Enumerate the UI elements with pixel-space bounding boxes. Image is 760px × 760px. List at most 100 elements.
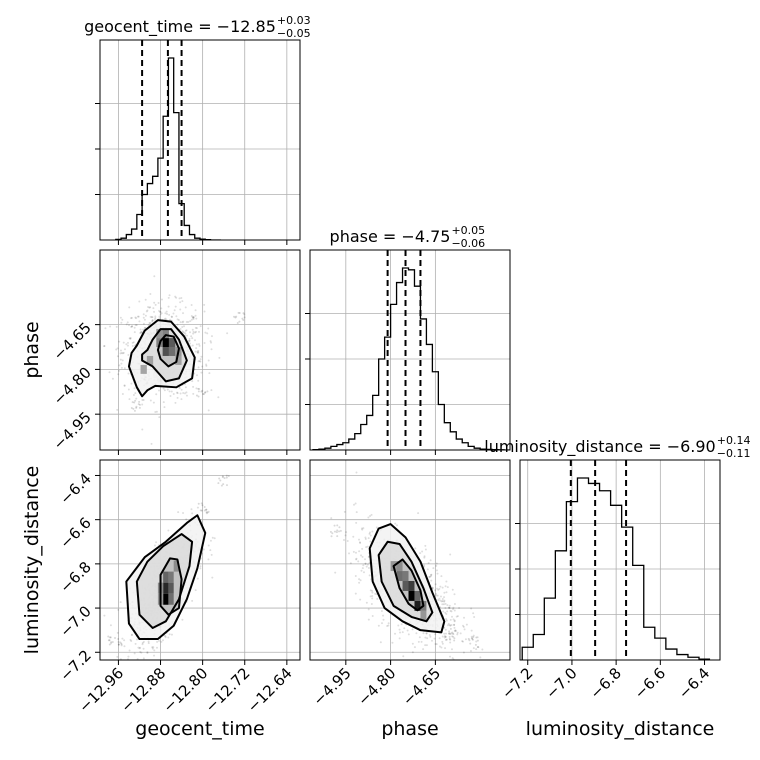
histogram-step xyxy=(521,477,711,660)
scatter-point xyxy=(476,639,479,642)
scatter-point xyxy=(138,647,141,650)
scatter-point xyxy=(184,392,187,395)
scatter-point xyxy=(184,329,187,332)
scatter-point xyxy=(155,393,158,396)
scatter-point xyxy=(367,516,370,519)
contour-line xyxy=(135,533,194,629)
scatter-point xyxy=(158,315,161,318)
scatter-point xyxy=(355,557,358,560)
scatter-point xyxy=(210,389,213,392)
scatter-point xyxy=(147,642,150,645)
scatter-point xyxy=(462,651,465,654)
scatter-point xyxy=(188,337,191,340)
scatter-point xyxy=(241,317,244,320)
scatter-point xyxy=(132,393,135,396)
scatter-point xyxy=(338,526,341,529)
scatter-point xyxy=(151,320,154,323)
scatter-point xyxy=(446,610,449,613)
scatter-point xyxy=(152,646,155,649)
scatter-point xyxy=(191,380,194,383)
scatter-point xyxy=(430,579,433,582)
scatter-point xyxy=(402,655,405,658)
scatter-point xyxy=(210,348,213,351)
scatter-point xyxy=(181,325,184,328)
panel-frame xyxy=(99,459,301,661)
scatter-point xyxy=(142,399,145,402)
panel-frame xyxy=(309,459,511,661)
scatter-point xyxy=(338,530,341,533)
scatter-point xyxy=(432,567,435,570)
scatter-point xyxy=(467,637,470,640)
scatter-point xyxy=(441,603,444,606)
scatter-point xyxy=(201,365,204,368)
scatter-point xyxy=(453,639,456,642)
histogram-step xyxy=(312,267,510,450)
scatter-point xyxy=(236,321,239,324)
scatter-point xyxy=(371,615,374,618)
title-sub: −0.05 xyxy=(277,27,311,40)
scatter-point xyxy=(361,547,364,550)
scatter-point xyxy=(174,295,177,298)
scatter-point xyxy=(163,318,166,321)
scatter-point xyxy=(134,667,136,669)
scatter-point xyxy=(445,612,448,615)
scatter-point xyxy=(371,594,374,597)
scatter-point xyxy=(137,646,140,649)
scatter-point xyxy=(448,635,451,638)
scatter-point xyxy=(203,303,206,306)
scatter-point xyxy=(471,637,474,640)
scatter-point xyxy=(181,618,184,621)
scatter-point xyxy=(120,643,123,646)
scatter-point xyxy=(135,324,138,327)
panel-title: luminosity_distance = −6.90 +0.14−0.11 xyxy=(484,434,750,460)
scatter-point xyxy=(139,646,142,649)
scatter-point xyxy=(174,401,177,404)
scatter-point xyxy=(364,558,367,561)
scatter-point xyxy=(451,635,454,638)
scatter-point xyxy=(425,632,428,635)
scatter-point xyxy=(146,651,149,654)
scatter-point xyxy=(226,332,229,335)
scatter-point xyxy=(191,337,194,340)
scatter-point xyxy=(424,548,427,551)
density-cell xyxy=(168,338,176,348)
scatter-point xyxy=(461,640,464,643)
scatter-point xyxy=(116,631,119,634)
contour-line xyxy=(392,558,425,612)
scatter-point xyxy=(425,632,428,635)
contour-line xyxy=(368,523,446,634)
panel-title: geocent_time = −12.85 +0.03−0.05 xyxy=(84,14,311,40)
scatter-point xyxy=(398,637,401,640)
scatter-point xyxy=(413,646,416,649)
panel-frame xyxy=(99,249,301,451)
scatter-point xyxy=(134,642,137,645)
scatter-point xyxy=(176,392,179,395)
scatter-point xyxy=(141,641,144,644)
scatter-point xyxy=(138,403,141,406)
scatter-point xyxy=(238,320,241,323)
scatter-point xyxy=(481,648,484,651)
scatter-point xyxy=(152,401,155,404)
scatter-point xyxy=(243,313,246,316)
scatter-point xyxy=(141,428,144,431)
scatter-point xyxy=(158,416,161,419)
scatter-point xyxy=(444,647,447,650)
scatter-point xyxy=(219,479,222,482)
scatter-point xyxy=(154,315,157,318)
scatter-point xyxy=(444,602,447,605)
scatter-point xyxy=(369,589,372,592)
scatter-point xyxy=(368,574,371,577)
scatter-point xyxy=(364,562,367,565)
scatter-point xyxy=(115,348,118,351)
scatter-point xyxy=(131,401,134,404)
scatter-point xyxy=(103,614,106,617)
scatter-point xyxy=(439,599,442,602)
scatter-point xyxy=(225,484,228,487)
scatter-point xyxy=(204,391,207,394)
scatter-point xyxy=(127,354,130,357)
scatter-point xyxy=(138,676,140,678)
scatter-point xyxy=(445,580,448,583)
scatter-point xyxy=(152,307,155,310)
scatter-point xyxy=(450,632,453,635)
scatter-point xyxy=(142,647,145,650)
